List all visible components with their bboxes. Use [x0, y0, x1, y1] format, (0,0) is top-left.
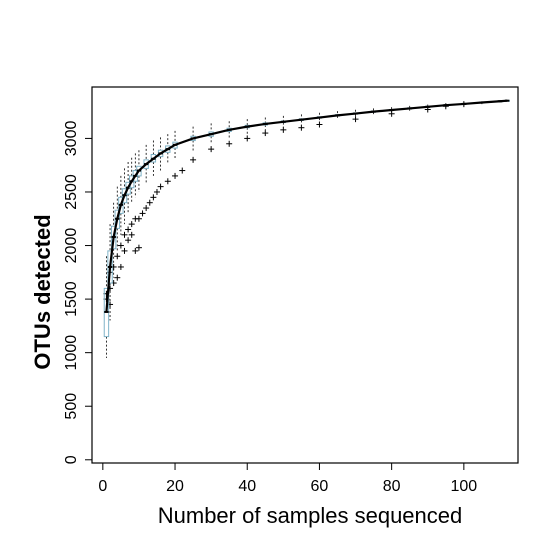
outlier-point [298, 124, 305, 131]
outlier-point [117, 242, 124, 249]
x-tick-label: 60 [311, 478, 329, 495]
y-tick-label: 500 [63, 393, 80, 420]
outlier-point [316, 121, 323, 128]
chart-marks [103, 99, 510, 359]
outlier-point [128, 221, 135, 228]
outlier-point [125, 237, 132, 244]
plot-frame [91, 86, 519, 464]
y-tick-label: 2500 [63, 174, 80, 210]
outlier-point [132, 247, 139, 254]
outlier-point [244, 135, 251, 142]
outlier-point [172, 172, 179, 179]
outlier-point [121, 231, 128, 238]
outlier-point [226, 140, 233, 147]
x-tick-label: 0 [98, 478, 107, 495]
outlier-point [121, 247, 128, 254]
outlier-point [143, 205, 150, 212]
outlier-point [128, 231, 135, 238]
outlier-point [164, 178, 171, 185]
outlier-point [117, 263, 124, 270]
x-tick-label: 20 [166, 478, 184, 495]
y-tick-label: 0 [63, 455, 80, 464]
x-axis-title: Number of samples sequenced [158, 503, 463, 528]
outlier-point [280, 126, 287, 133]
y-tick-label: 1000 [63, 335, 80, 371]
y-axis-title: OTUs detected [30, 214, 55, 369]
outlier-point [135, 215, 142, 222]
outlier-point [146, 199, 153, 206]
outlier-point [135, 244, 142, 251]
outlier-point [125, 226, 132, 233]
outlier-point [114, 274, 121, 281]
x-tick-label: 100 [450, 478, 477, 495]
outlier-point [114, 253, 121, 260]
y-tick-label: 3000 [63, 121, 80, 157]
outlier-point [150, 194, 157, 201]
outlier-point [262, 130, 269, 137]
x-tick-label: 40 [238, 478, 256, 495]
y-tick-label: 2000 [63, 228, 80, 264]
outlier-point [190, 156, 197, 163]
outlier-point [179, 167, 186, 174]
outlier-point [153, 188, 160, 195]
outlier-point [208, 146, 215, 153]
median-trend-line [105, 99, 508, 313]
outlier-point [352, 116, 359, 123]
x-tick-label: 80 [383, 478, 401, 495]
y-tick-label: 1500 [63, 281, 80, 317]
outlier-point [157, 183, 164, 190]
outlier-point [139, 210, 146, 217]
